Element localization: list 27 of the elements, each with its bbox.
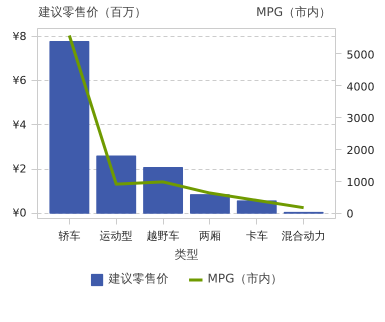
y-tick-label: ¥2 — [12, 162, 27, 176]
bar — [96, 155, 136, 214]
legend-label: 建议零售价 — [108, 270, 169, 288]
y2-tick-label: 0 — [346, 208, 354, 221]
x-tick-label: 卡车 — [246, 230, 268, 242]
y-tick-label: ¥4 — [12, 118, 27, 132]
x-axis-title: 类型 — [174, 248, 198, 262]
y-tick-label: ¥0 — [12, 206, 27, 220]
y2-tick-label: 4000 — [346, 80, 374, 94]
x-tick-label: 越野车 — [146, 230, 180, 242]
y2-tick-label: 1000 — [346, 176, 374, 189]
bar — [49, 41, 90, 214]
y-axis-title: 建议零售价（百万） — [37, 5, 146, 20]
bar — [143, 166, 184, 214]
line-series — [68, 34, 306, 210]
y-tick-label: ¥6 — [12, 74, 27, 88]
y2-axis-title: MPG（市内） — [256, 5, 332, 20]
bar — [190, 194, 230, 214]
x-tick-label: 两厢 — [198, 230, 221, 242]
x-tick-label: 轿车 — [58, 230, 80, 242]
y-tick-label: ¥8 — [12, 30, 27, 43]
x-tick-label: 混合动力 — [282, 230, 326, 242]
y2-tick-label: 5000 — [346, 48, 374, 62]
legend-label: MPG（市内） — [208, 270, 282, 288]
y2-tick-label: 3000 — [346, 112, 374, 126]
x-tick-label: 运动型 — [100, 230, 133, 242]
y2-tick-label: 2000 — [346, 144, 374, 157]
